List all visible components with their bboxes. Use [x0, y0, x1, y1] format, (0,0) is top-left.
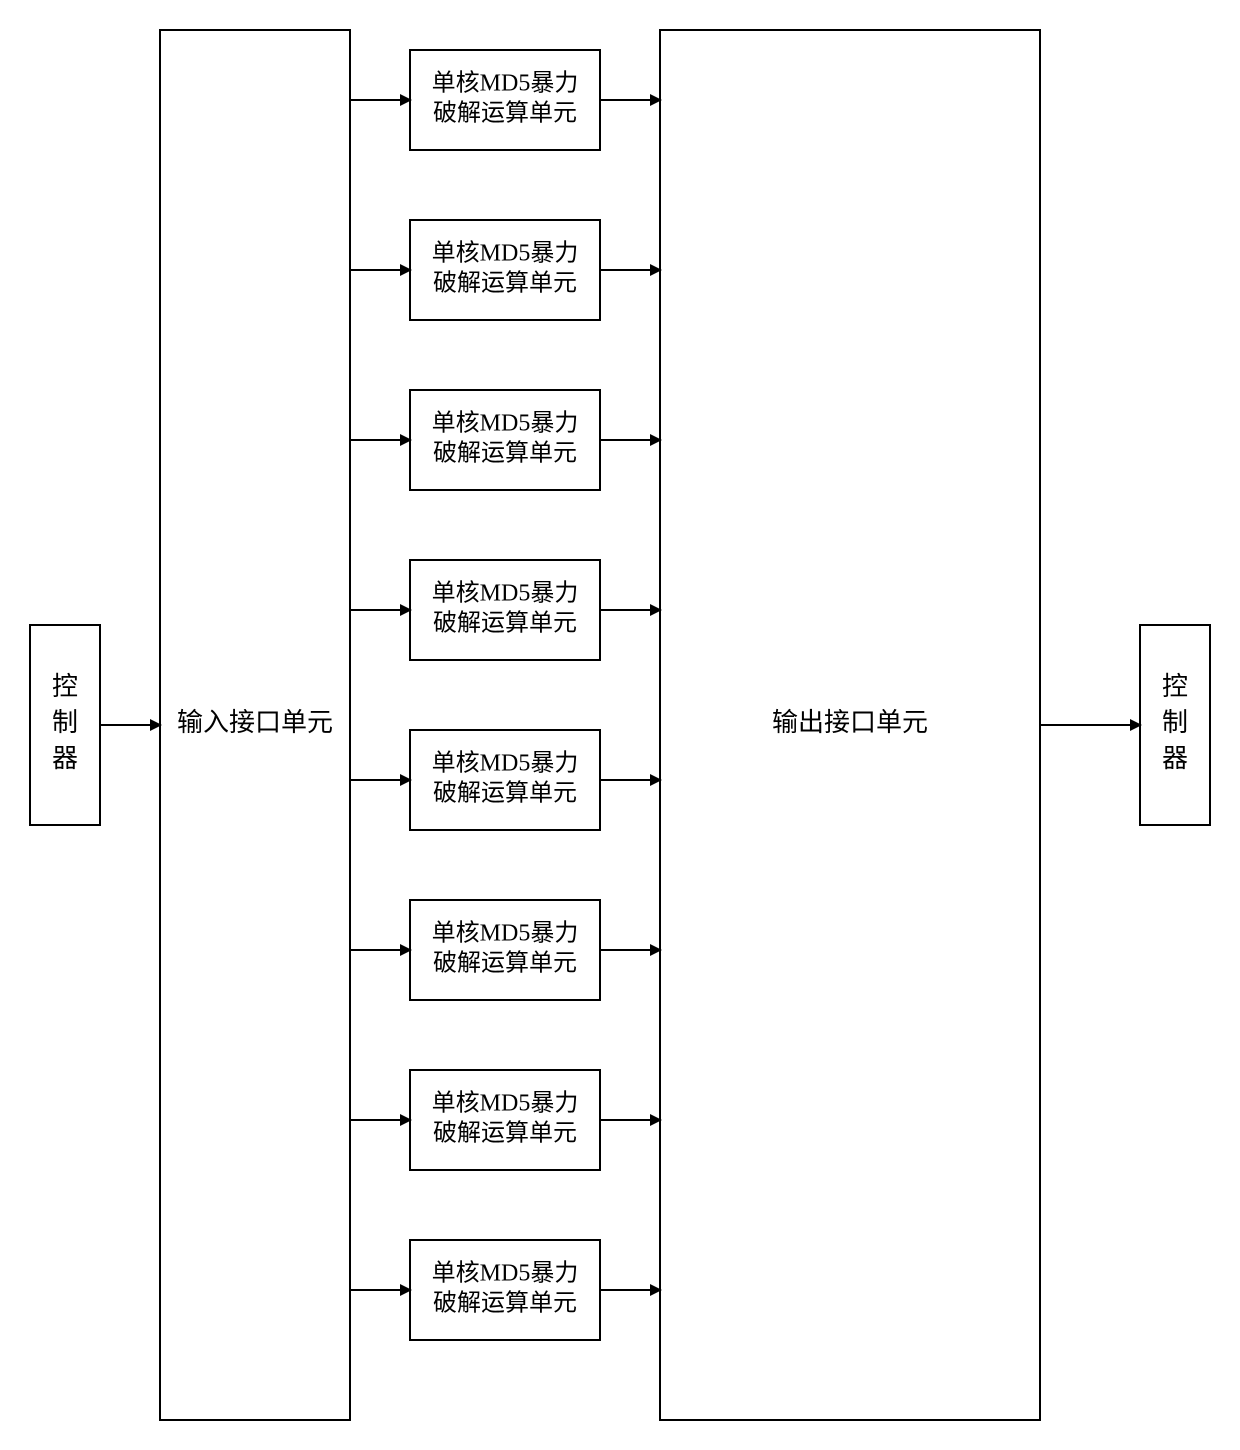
core-unit-label1-2: 单核MD5暴力: [432, 410, 579, 437]
core-unit-label2-0: 破解运算单元: [433, 100, 577, 127]
core-unit-label2-1: 破解运算单元: [433, 270, 577, 297]
controller-right-label: 控制器: [1162, 672, 1188, 773]
core-unit-label2-2: 破解运算单元: [433, 440, 577, 467]
core-unit-label2-3: 破解运算单元: [433, 610, 577, 637]
core-unit-label1-5: 单核MD5暴力: [432, 920, 579, 947]
core-unit-label1-7: 单核MD5暴力: [432, 1260, 579, 1287]
core-unit-label2-7: 破解运算单元: [433, 1290, 577, 1317]
output-interface-label: 输出接口单元: [772, 708, 928, 737]
core-unit-label2-5: 破解运算单元: [433, 950, 577, 977]
core-unit-label1-4: 单核MD5暴力: [432, 750, 579, 777]
core-unit-label2-6: 破解运算单元: [433, 1120, 577, 1147]
core-unit-label2-4: 破解运算单元: [433, 780, 577, 807]
controller-left-label: 控制器: [52, 672, 78, 773]
core-unit-label1-3: 单核MD5暴力: [432, 580, 579, 607]
input-interface-label: 输入接口单元: [177, 708, 333, 737]
core-unit-label1-6: 单核MD5暴力: [432, 1090, 579, 1117]
core-unit-label1-0: 单核MD5暴力: [432, 70, 579, 97]
core-unit-label1-1: 单核MD5暴力: [432, 240, 579, 267]
